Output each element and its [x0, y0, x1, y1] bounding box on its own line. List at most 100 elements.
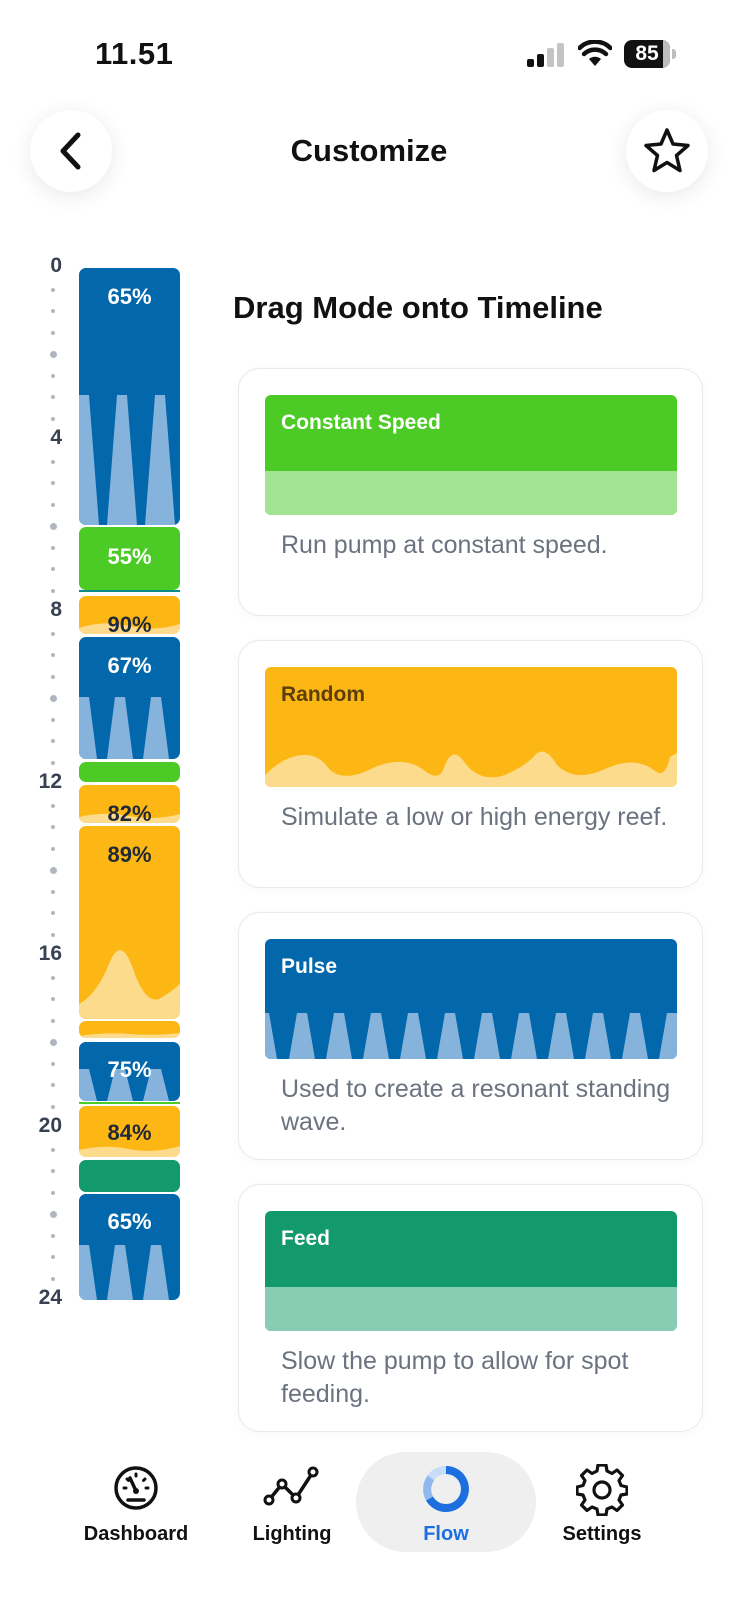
status-time: 11.51 [95, 36, 174, 71]
gear-icon [576, 1464, 628, 1516]
timeline-segment-random[interactable]: 89% [79, 826, 180, 1019]
segment-percent: 89% [107, 842, 152, 867]
axis-tick [51, 416, 55, 421]
axis-label: 12 [38, 770, 62, 793]
segment-divider [79, 590, 180, 592]
mode-card-random[interactable]: Random Simulate a low or high energy ree… [238, 640, 703, 888]
mode-description: Used to create a resonant standing wave. [281, 1075, 671, 1136]
axis-tick [51, 1018, 55, 1023]
mode-card-feed[interactable]: Feed Slow the pump to allow for spot fee… [238, 1184, 703, 1432]
axis-tick [51, 911, 55, 915]
axis-tick [51, 825, 55, 829]
mode-preview-feed: Feed [265, 1211, 677, 1331]
segment-percent: 65% [107, 284, 152, 309]
flow-timeline[interactable]: 65% 55% 90% 67% 82% 89% [79, 268, 180, 1324]
nav-label: Dashboard [83, 1523, 189, 1545]
mode-preview-constant-speed: Constant Speed [265, 395, 677, 515]
segment-percent: 90% [107, 612, 152, 634]
nav-item-dashboard[interactable]: Dashboard [46, 1456, 226, 1556]
nav-item-flow[interactable]: Flow [356, 1456, 536, 1556]
status-bar: 11.51 85 [0, 0, 738, 100]
axis-tick [51, 459, 55, 464]
pulse-wave [265, 1013, 677, 1059]
axis-tick [51, 1083, 55, 1087]
axis-tick [51, 717, 55, 722]
axis-tick [49, 522, 57, 530]
nav-label: Lighting [252, 1523, 332, 1545]
mode-name: Feed [281, 1227, 331, 1250]
mode-card-constant-speed[interactable]: Constant Speed Run pump at constant spee… [238, 368, 703, 616]
axis-tick [51, 1104, 55, 1109]
timeline-segment-constant-speed[interactable] [79, 762, 180, 782]
axis-tick [51, 1255, 55, 1259]
axis-tick [51, 997, 55, 1001]
timeline-segment-random[interactable]: 90% [79, 596, 180, 634]
axis-tick [51, 846, 55, 851]
random-wave [79, 813, 180, 823]
timeline-segment-pulse[interactable]: 67% [79, 637, 180, 759]
axis-tick [51, 309, 55, 313]
axis-tick [49, 350, 57, 358]
random-wave [79, 1033, 180, 1038]
donut-icon [423, 1466, 469, 1512]
axis-tick [51, 932, 55, 937]
feed-wave [265, 1287, 677, 1331]
chevron-left-icon [60, 132, 81, 170]
battery-level: 85 [635, 42, 659, 65]
mode-description: Simulate a low or high energy reef. [281, 803, 668, 831]
nav-item-lighting[interactable]: Lighting [202, 1456, 382, 1556]
back-button[interactable] [30, 110, 112, 192]
axis-tick [51, 889, 55, 894]
axis-tick [51, 975, 55, 980]
axis-label: 24 [38, 1286, 62, 1309]
mode-name: Constant Speed [281, 411, 441, 434]
timeline-segment-pulse[interactable]: 65% [79, 268, 180, 525]
pulse-wave [79, 1245, 169, 1300]
timeline-segment-feed[interactable] [79, 1160, 180, 1192]
axis-tick [51, 373, 55, 378]
mode-name: Random [281, 683, 365, 706]
timeline-segment-pulse[interactable]: 75% [79, 1042, 180, 1101]
wifi-icon [578, 40, 612, 66]
random-wave [79, 950, 180, 1019]
battery-icon: 85 [624, 40, 676, 68]
axis-tick [51, 674, 55, 679]
mode-preview-pulse: Pulse [265, 939, 677, 1059]
timeline-segment-random[interactable]: 82% [79, 785, 180, 823]
axis-tick [51, 1233, 55, 1238]
segment-percent: 65% [107, 1209, 152, 1234]
timeline-segment-pulse[interactable]: 65% [79, 1194, 180, 1300]
axis-tick [51, 653, 55, 657]
segment-divider [79, 1102, 180, 1104]
nav-label: Flow [423, 1523, 469, 1545]
axis-label: 16 [38, 942, 62, 965]
mode-description: Slow the pump to allow for spot feeding. [281, 1347, 629, 1408]
timeline-segment-random[interactable]: 84% [79, 1106, 180, 1157]
line-chart-icon [263, 1466, 319, 1506]
timeline-segment-random[interactable] [79, 1021, 180, 1038]
segment-percent: 67% [107, 653, 152, 678]
axis-tick [51, 803, 55, 808]
axis-tick [49, 1210, 57, 1218]
nav-item-settings[interactable]: Settings [512, 1456, 692, 1556]
axis-tick [51, 545, 55, 550]
favorite-button[interactable] [626, 110, 708, 192]
axis-tick [49, 866, 57, 874]
page-title: Customize [290, 133, 448, 168]
timeline-segment-constant-speed[interactable]: 55% [79, 527, 180, 590]
pulse-wave [79, 395, 175, 525]
axis-tick [51, 1147, 55, 1152]
axis-tick [51, 502, 55, 507]
axis-tick [51, 330, 55, 335]
axis-tick [51, 395, 55, 399]
segment-percent: 82% [107, 801, 152, 823]
axis-tick [51, 631, 55, 636]
mode-description: Run pump at constant speed. [281, 531, 608, 559]
pulse-wave [79, 1069, 169, 1101]
star-icon [644, 128, 690, 173]
mode-card-pulse[interactable]: Pulse Used to create a resonant standing… [238, 912, 703, 1160]
axis-tick [51, 760, 55, 765]
timeline-axis: 0 4 8 12 16 20 24 [0, 250, 78, 1340]
axis-tick [51, 739, 55, 743]
mode-preview-random: Random [265, 667, 677, 787]
